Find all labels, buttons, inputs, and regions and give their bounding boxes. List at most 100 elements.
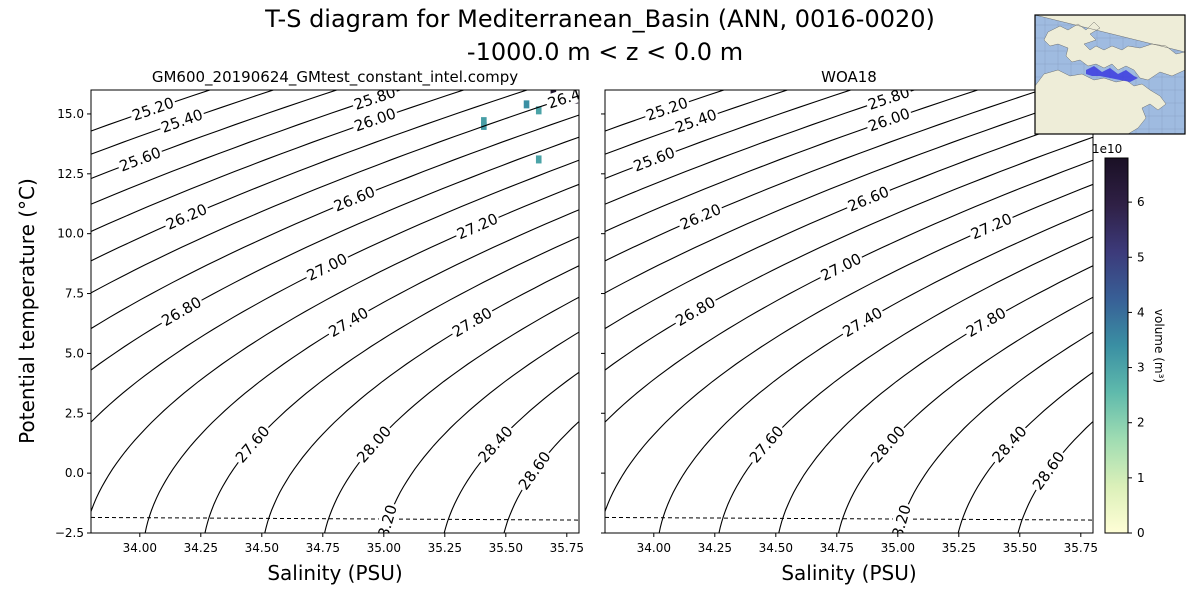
volume-cell: [535, 106, 542, 115]
x-tick-label: 34.25: [184, 541, 218, 555]
contour-label: 27.60: [230, 421, 274, 468]
contour-label: 26.20: [161, 199, 211, 234]
volume-cell: [481, 117, 487, 126]
contour-label-text: 27.80: [449, 304, 495, 341]
contour-label: 27.20: [966, 209, 1016, 244]
density-contour: [144, 209, 579, 533]
x-tick-label: 34.75: [820, 541, 854, 555]
density-contour: [91, 93, 579, 294]
x-tick-label: 34.00: [637, 541, 671, 555]
panel-woa18: WOA18 25.2025.4025.6025.8026.0026.2026.4…: [601, 68, 1098, 585]
y-tick-label: 15.0: [57, 107, 84, 121]
contour-label-text: 26.80: [158, 293, 204, 330]
contour-label-text: 26.20: [163, 200, 210, 234]
panel-model-plot-area: [91, 90, 579, 533]
contour-label: 27.20: [452, 209, 502, 243]
contour-label-text: 27.20: [968, 210, 1015, 244]
contour-label: 25.60: [115, 142, 165, 175]
y-tick-label: 0.0: [65, 466, 84, 480]
x-tick-label: 34.50: [245, 541, 279, 555]
x-tick-label: 35.25: [942, 541, 976, 555]
contour-label-text: 27.40: [326, 304, 372, 341]
contour-label: 28.40: [987, 421, 1031, 467]
y-tick-label: 12.5: [57, 167, 84, 181]
inset-map-region-highlight: [1086, 66, 1138, 82]
x-tick-label: 35.75: [1064, 541, 1098, 555]
colorbar-tick-label: 6: [1137, 195, 1145, 209]
colorbar-gradient: [1104, 157, 1129, 534]
contour-label-text: 27.60: [746, 422, 788, 466]
contour-label: 28.00: [866, 421, 910, 467]
x-tick-label: 35.00: [367, 541, 401, 555]
contour-label: 28.60: [513, 446, 555, 495]
y-tick-label: 5.0: [65, 346, 84, 360]
density-contour: [91, 136, 579, 371]
contour-label: 27.00: [302, 248, 352, 285]
x-tick-label: 34.25: [698, 541, 732, 555]
inset-map: [1034, 14, 1186, 135]
contour-label-text: 27.80: [963, 304, 1009, 341]
density-contour: [91, 90, 529, 262]
panel-woa18-x-ticks: 34.00 34.25 34.50 34.75 35.00 35.25 35.50 35.75: [637, 533, 1098, 555]
y-tick-label: −2.5: [55, 526, 84, 540]
colorbar: 0 1 2 3 4 5 6 1e10 volume (m³): [1092, 142, 1166, 540]
colorbar-tick-label: 3: [1137, 361, 1145, 375]
colorbar-exponent: 1e10: [1092, 142, 1122, 156]
contour-label-text: 26.60: [331, 182, 378, 215]
contour-label-text: 28.40: [988, 422, 1030, 466]
contour-label: 27.60: [744, 421, 788, 468]
figure-title-line2: -1000.0 m < z < 0.0 m: [467, 38, 743, 66]
panel-woa18-frame: [604, 89, 1094, 534]
contour-label-text: 28.00: [867, 422, 909, 466]
panel-model-contour-labels: 25.2025.4025.6025.8026.0026.2026.4026.60…: [115, 90, 579, 533]
volume-cell: [523, 100, 530, 109]
x-tick-label: 35.00: [881, 541, 915, 555]
density-contour: [605, 90, 980, 233]
density-contour: [383, 331, 579, 533]
panel-model-frame: [90, 89, 580, 534]
panel-woa18-contour-labels: 25.2025.4025.6025.8026.0026.2026.4026.60…: [629, 90, 1093, 533]
contour-label-text: 27.00: [818, 250, 864, 285]
colorbar-tick-label: 2: [1137, 416, 1145, 430]
x-tick-label: 35.50: [1003, 541, 1037, 555]
inset-map-frame: [1034, 14, 1186, 135]
panel-model-y-ticks: −2.5 0.0 2.5 5.0 7.5 10.0 12.5 15.0: [55, 107, 91, 540]
contour-label-text: 27.60: [232, 422, 274, 466]
inset-map-africa-land: [1035, 69, 1167, 134]
y-tick-label: 10.0: [57, 227, 84, 241]
density-contour: [91, 159, 579, 423]
contour-label: 26.80: [671, 292, 720, 330]
x-tick-label: 35.50: [489, 541, 523, 555]
contour-label-text: 28.40: [474, 422, 516, 466]
contour-label: 26.60: [843, 181, 893, 216]
density-contour: [838, 296, 1093, 533]
density-contour: [605, 90, 1043, 262]
contour-label: 25.60: [629, 142, 679, 175]
contour-label: 27.00: [816, 248, 866, 285]
contour-label-text: 28.60: [1029, 448, 1069, 493]
y-tick-label: 2.5: [65, 406, 84, 420]
x-tick-label: 34.75: [306, 541, 340, 555]
density-contour: [718, 236, 1093, 533]
x-tick-label: 34.00: [123, 541, 157, 555]
contour-label-text: 26.20: [677, 200, 724, 234]
density-contour: [605, 159, 1093, 423]
panel-model-x-ticks: 34.00 34.25 34.50 34.75 35.00 35.25 35.50 35.75: [123, 533, 584, 555]
contour-label: 27.80: [961, 302, 1011, 341]
density-contour: [204, 236, 579, 533]
volume-cell: [535, 155, 542, 164]
density-contour: [91, 90, 466, 233]
density-contour: [91, 114, 579, 330]
contour-label: 27.40: [838, 302, 887, 341]
colorbar-tick-label: 5: [1137, 250, 1145, 264]
panel-model-xlabel: Salinity (PSU): [267, 561, 402, 585]
panel-woa18-title: WOA18: [821, 68, 877, 86]
panel-woa18-y-ticks: [601, 113, 605, 534]
density-contour: [91, 183, 579, 514]
contour-label: 27.40: [324, 302, 373, 341]
colorbar-label: volume (m³): [1152, 309, 1166, 383]
panel-woa18-xlabel: Salinity (PSU): [781, 561, 916, 585]
contour-label: 28.40: [473, 421, 517, 467]
contour-label-text: 27.40: [840, 304, 886, 341]
colorbar-tick-label: 1: [1137, 471, 1145, 485]
